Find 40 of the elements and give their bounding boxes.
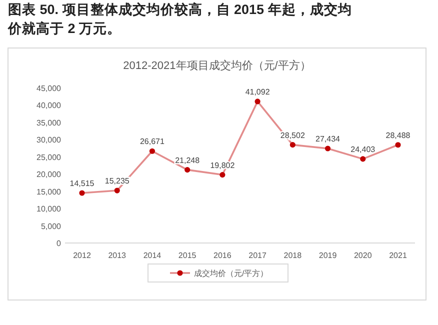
x-tick-label: 2021 — [389, 251, 408, 260]
point — [79, 190, 85, 196]
y-tick-label: 30,000 — [36, 136, 62, 145]
data-label: 28,488 — [386, 130, 411, 140]
data-label: 14,515 — [70, 179, 95, 188]
x-tick-label: 2015 — [178, 251, 197, 260]
y-tick-label: 45,000 — [36, 84, 62, 93]
y-tick-label: 40,000 — [36, 101, 62, 110]
point — [184, 167, 190, 173]
y-tick-label: 5,000 — [40, 222, 62, 231]
x-tick-label: 2013 — [108, 251, 127, 260]
data-label: 27,434 — [316, 134, 341, 144]
legend-label: 成交均价（元/平方） — [194, 269, 268, 278]
y-tick-label: 10,000 — [36, 204, 62, 214]
y-tick-label: 20,000 — [36, 170, 62, 180]
point — [360, 156, 366, 162]
x-tick-label: 2016 — [214, 251, 232, 260]
data-label: 26,671 — [140, 137, 166, 146]
x-tick-label: 2018 — [284, 251, 302, 260]
data-label: 24,403 — [350, 144, 376, 154]
point — [290, 142, 296, 148]
point — [395, 142, 401, 148]
y-tick-label: 25,000 — [36, 152, 62, 162]
point — [220, 172, 226, 178]
chart-title: 2012-2021年项目成交均价（元/平方） — [123, 59, 311, 72]
text: 图表 50. 项目整体成交均价较高，自 2015 年起，成交均价就高于 2 万元。 — [7, 1, 352, 36]
x-tick-label: 2014 — [143, 251, 162, 260]
x-tick-label: 2012 — [73, 251, 92, 260]
y-tick-label: 35,000 — [36, 118, 62, 128]
data-label: 21,248 — [175, 156, 200, 165]
point — [324, 146, 331, 152]
y-tick-label: 15,000 — [36, 187, 62, 196]
point — [149, 148, 156, 154]
point — [114, 188, 120, 194]
y-tick-label: 0 — [56, 239, 62, 248]
x-tick-label: 2020 — [354, 251, 372, 260]
x-tick-label: 2017 — [248, 251, 268, 260]
x-tick-label: 2019 — [318, 251, 338, 260]
data-label: 41,092 — [245, 87, 270, 96]
point — [254, 98, 260, 104]
